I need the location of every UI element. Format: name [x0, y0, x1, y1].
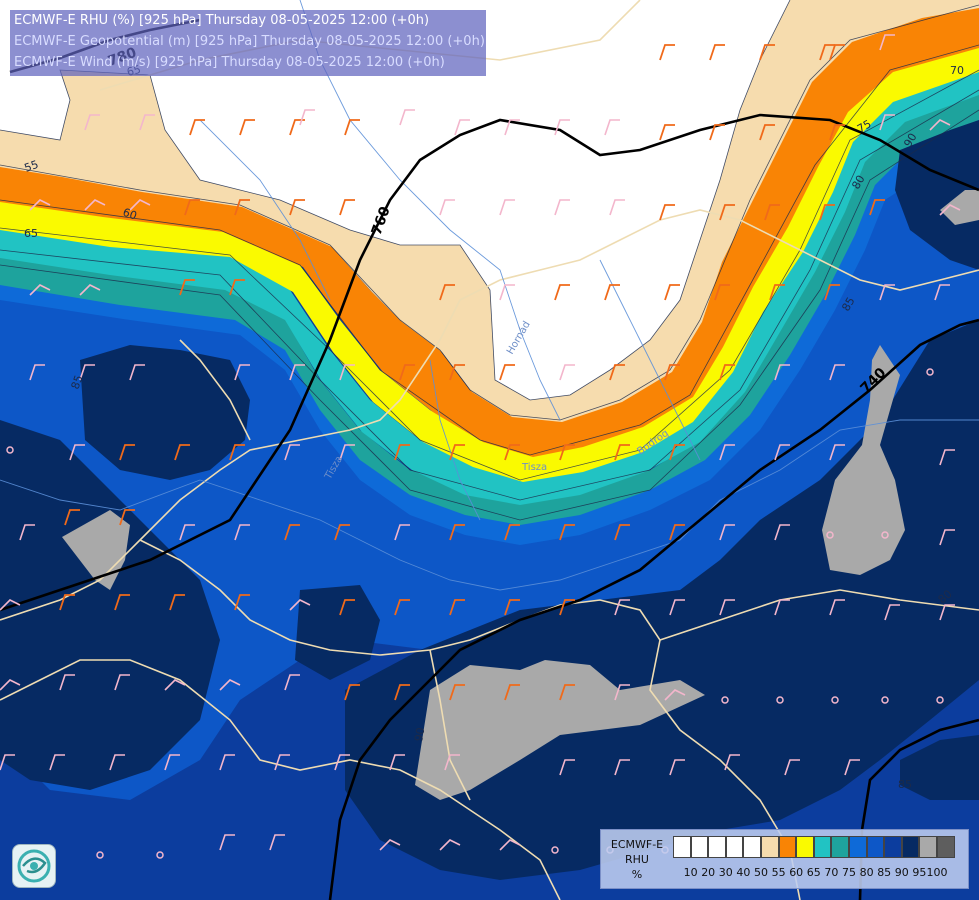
legend-tick-65: 65	[806, 866, 821, 879]
wind-barbs-orange	[59, 44, 885, 701]
legend-tick-90: 90	[894, 866, 909, 879]
legend-swatch-3	[725, 836, 744, 858]
rhu-75-region	[0, 110, 979, 545]
legend-swatches	[673, 836, 955, 858]
rhu-legend: ECMWF-E RHU % 10 20 30 40 50 55 60 65 70 75 80 85 90…	[600, 829, 969, 889]
rhu-90-patch-northeast	[940, 190, 979, 225]
legend-swatch-1	[690, 836, 709, 858]
map-title-box: ECMWF-E RHU (%) [925 hPa] Thursday 08-05…	[10, 10, 486, 76]
rhu-85-region-center	[295, 585, 380, 680]
legend-swatch-6	[778, 836, 797, 858]
legend-tick-85: 85	[877, 866, 892, 879]
legend-swatch-12	[884, 836, 902, 858]
title-wind: ECMWF-E Wind (m/s) [925 hPa] Thursday 08…	[14, 55, 445, 70]
legend-swatch-2	[708, 836, 726, 858]
rhu-label-65: 65	[24, 227, 38, 240]
legend-label-model: ECMWF-E	[610, 838, 664, 851]
rhu-label-85-west: 85	[69, 373, 86, 391]
rhu-85-region-southeast	[900, 735, 979, 800]
legend-tick-95: 95	[912, 866, 927, 879]
rhu-contour-lines	[0, 0, 979, 521]
rhu-label-90-south: 90	[412, 726, 427, 742]
legend-label-variable: RHU	[625, 853, 649, 866]
title-rhu: ECMWF-E RHU (%) [925 hPa] Thursday 08-05…	[14, 13, 430, 28]
rhu-90-patch-south	[415, 660, 705, 800]
rhu-85-region-east	[895, 120, 979, 270]
rhu-label-55: 55	[23, 158, 41, 175]
rhu-label-85-east: 85	[839, 295, 857, 314]
legend-label: ECMWF-E RHU %	[605, 837, 669, 882]
legend-tick-50: 50	[754, 866, 768, 879]
legend-swatch-15	[936, 836, 955, 858]
legend-tick-20: 20	[701, 866, 716, 879]
river-label-1: Tisza	[521, 462, 547, 473]
legend-swatch-0	[673, 836, 691, 858]
rhu-dry-region	[0, 0, 790, 400]
rhu-label-85-southeast: 85	[898, 778, 912, 791]
institute-logo-icon	[12, 844, 56, 888]
rivers	[0, 0, 979, 591]
rhu-85-region-west-upper	[80, 345, 250, 480]
rhu-label-60: 60	[121, 206, 139, 223]
legend-swatch-7	[796, 836, 814, 858]
legend-swatch-8	[813, 836, 832, 858]
legend-tick-55: 55	[771, 866, 786, 879]
legend-swatch-14	[919, 836, 937, 858]
rhu-90-patch-east	[822, 345, 905, 575]
legend-swatch-13	[901, 836, 920, 858]
legend-ticks: 10 20 30 40 50 55 60 65 70 75 80 85 90 95 100	[673, 866, 973, 880]
legend-swatch-4	[743, 836, 761, 858]
rhu-label-75: 75	[855, 117, 874, 135]
legend-swatch-10	[848, 836, 867, 858]
rhu-label-80: 80	[849, 173, 867, 192]
legend-tick-60: 60	[789, 866, 804, 879]
legend-swatch-11	[866, 836, 885, 858]
legend-tick-40: 40	[736, 866, 751, 879]
title-geopotential: ECMWF-E Geopotential (m) [925 hPa] Thurs…	[14, 34, 485, 49]
rhu-90-patch-west	[62, 510, 130, 590]
legend-tick-75: 75	[842, 866, 856, 879]
legend-tick-100: 100	[926, 866, 948, 879]
rhu-60-region	[0, 45, 979, 482]
rhu-70-region	[0, 90, 979, 525]
rhu-label-90-east: 90	[901, 131, 919, 150]
legend-swatch-5	[760, 836, 779, 858]
rhu-50-region	[0, 0, 979, 422]
legend-tick-80: 80	[859, 866, 874, 879]
legend-label-unit: %	[631, 868, 643, 881]
legend-tick-70: 70	[824, 866, 839, 879]
legend-swatch-9	[831, 836, 849, 858]
legend-tick-30: 30	[718, 866, 733, 879]
rhu-label-70: 70	[950, 64, 964, 77]
rhu-55-region	[0, 5, 979, 457]
wind-barbs-pink	[0, 34, 961, 851]
rhu-85-region-west	[0, 420, 220, 790]
rhu-65-region	[0, 70, 979, 505]
legend-tick-10: 10	[683, 866, 698, 879]
